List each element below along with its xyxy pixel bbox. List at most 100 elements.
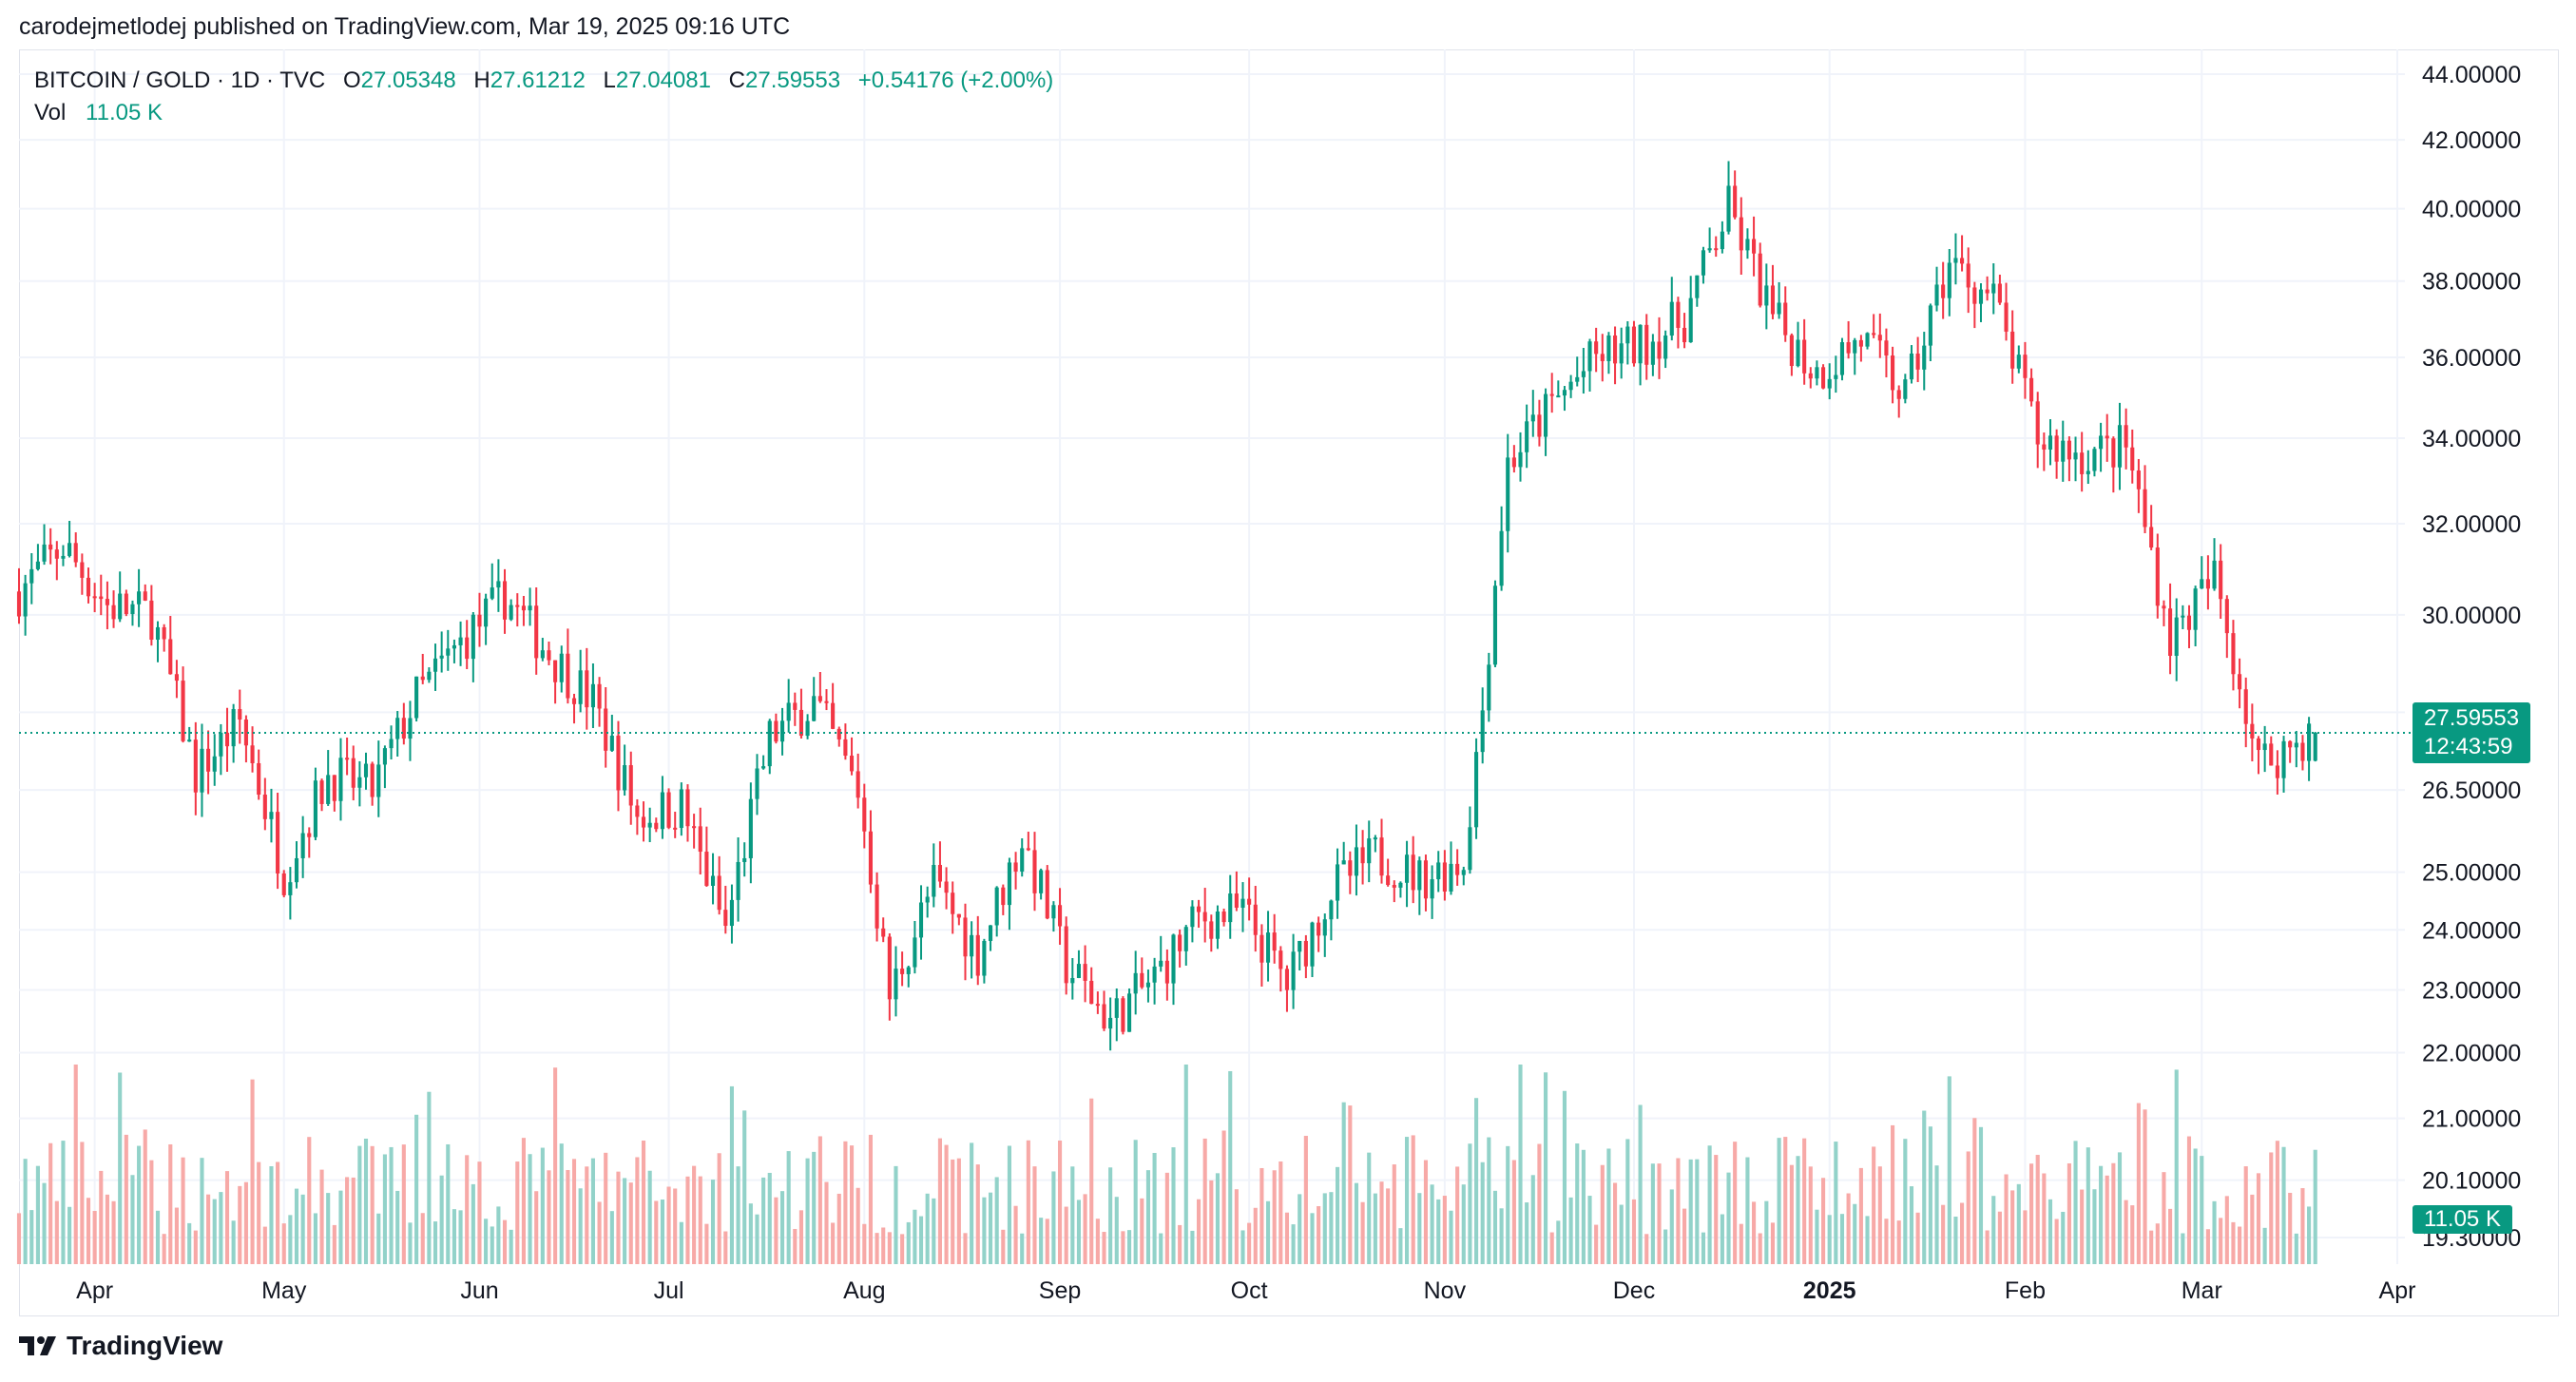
volume-bar [363, 1138, 369, 1264]
candle-body [881, 928, 886, 937]
candle-body [2162, 605, 2166, 609]
candle-body [262, 795, 267, 819]
volume-bar [1284, 1212, 1290, 1264]
volume-bar [61, 1141, 66, 1264]
volume-bar [2061, 1211, 2066, 1264]
volume-bar [1108, 1167, 1113, 1264]
candle-body [887, 936, 892, 1000]
candle-body [635, 805, 640, 817]
volume-bar [988, 1192, 993, 1264]
volume-tag: 11.05 K [2413, 1205, 2512, 1234]
candle-body [831, 702, 836, 729]
candle-body [578, 670, 583, 704]
candle-body [67, 543, 72, 556]
volume-bar [2067, 1162, 2071, 1264]
candle-body [1587, 341, 1592, 372]
volume-bar [2205, 1229, 2210, 1264]
volume-bar [490, 1226, 494, 1264]
candle-body [1247, 898, 1252, 905]
y-tick-label: 40.00000 [2422, 197, 2521, 223]
candle-body [616, 735, 621, 791]
volume-bar [779, 1191, 785, 1264]
candle-body [2111, 438, 2116, 468]
volume-bar [1752, 1201, 1757, 1264]
volume-bar [1537, 1143, 1542, 1264]
y-tick-label: 24.00000 [2422, 917, 2521, 944]
candle-body [692, 826, 697, 829]
volume-bar [1083, 1194, 1087, 1264]
volume-bar [1392, 1164, 1396, 1264]
volume-bar [502, 1219, 508, 1264]
candle-body [433, 658, 438, 672]
volume-bar [477, 1161, 482, 1264]
candle-body [1492, 585, 1498, 665]
volume-bar [1348, 1105, 1353, 1264]
volume-bar [1613, 1182, 1618, 1264]
candle-body [1758, 253, 1762, 306]
candle-body [1638, 324, 1643, 364]
volume-bar [351, 1177, 356, 1264]
volume-bar [1733, 1142, 1738, 1264]
volume-bar [42, 1182, 47, 1264]
volume-bar [80, 1142, 85, 1264]
candle-body [970, 934, 974, 957]
candle-body [1815, 367, 1819, 379]
volume-bar [250, 1079, 255, 1264]
candle-body [729, 899, 734, 927]
candle-body [2288, 740, 2293, 748]
candle-body [742, 857, 747, 862]
candle-body [1903, 379, 1908, 399]
candle-body [2300, 742, 2305, 761]
volume-bar [831, 1222, 836, 1264]
volume-bar [1568, 1197, 1573, 1264]
volume-bar [2224, 1196, 2229, 1264]
candle-body [332, 775, 336, 801]
candle-body [956, 913, 961, 918]
candle-body [1284, 969, 1290, 990]
volume-bar [111, 1200, 116, 1264]
volume-bar [604, 1152, 608, 1264]
volume-bar [389, 1146, 394, 1264]
candle-body [2029, 377, 2034, 402]
candle-body [143, 591, 147, 601]
legend-symbol[interactable]: BITCOIN / GOLD · 1D · TVC [34, 67, 326, 93]
candle-body [357, 777, 362, 788]
candle-body [1525, 421, 1529, 452]
volume-bar [900, 1234, 905, 1264]
candle-body [23, 583, 28, 617]
volume-bar [540, 1147, 545, 1264]
candle-body [1827, 378, 1832, 389]
volume-bar [1815, 1209, 1819, 1264]
volume-bar [913, 1209, 917, 1264]
volume-bar [357, 1145, 362, 1264]
volume-bar [1821, 1178, 1826, 1264]
volume-bar [1215, 1173, 1221, 1264]
volume-bar [875, 1233, 879, 1264]
volume-bar [528, 1154, 532, 1264]
volume-bar [1650, 1163, 1655, 1264]
candle-body [401, 718, 406, 739]
candle-body [257, 762, 261, 796]
volume-bar [1209, 1180, 1214, 1264]
volume-bar [281, 1223, 286, 1264]
candle-body [1796, 339, 1800, 367]
candle-body [2294, 742, 2298, 748]
volume-bar [1089, 1098, 1094, 1264]
legend-change: +0.54176 (+2.00%) [857, 67, 1054, 93]
candle-body [571, 698, 577, 704]
candle-body [1802, 339, 1807, 374]
candle-body [1752, 239, 1757, 254]
volume-bar [2092, 1189, 2097, 1264]
volume-bar [1095, 1219, 1100, 1264]
volume-bar [1367, 1152, 1372, 1264]
volume-bar [2300, 1188, 2305, 1264]
volume-bar [1525, 1202, 1529, 1264]
candle-body [628, 765, 633, 806]
y-tick-label: 26.50000 [2422, 777, 2521, 804]
volume-bar [224, 1171, 230, 1264]
volume-bar [2004, 1174, 2009, 1264]
candle-body [1001, 887, 1006, 906]
volume-bar [54, 1200, 59, 1264]
candle-body [641, 816, 646, 828]
